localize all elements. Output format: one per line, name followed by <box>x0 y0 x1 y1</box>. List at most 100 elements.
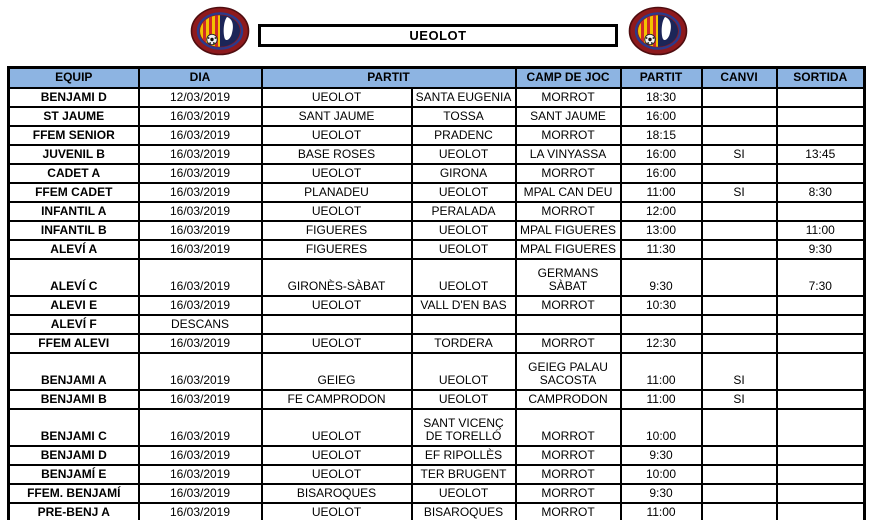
cell-equip[interactable]: BENJAMÍ E <box>7 463 140 485</box>
cell-equip[interactable]: ALEVI E <box>7 294 140 316</box>
cell-camp[interactable]: SANT JAUME <box>514 105 622 127</box>
cell-camp[interactable]: MORROT <box>514 200 622 222</box>
cell-canvi[interactable] <box>700 482 778 504</box>
cell-visitant[interactable]: VALL D'EN BAS <box>410 294 517 316</box>
cell-local[interactable]: GIRONÈS-SÀBAT <box>260 257 413 297</box>
col-header-partit[interactable]: PARTIT <box>260 66 517 89</box>
cell-canvi[interactable] <box>700 444 778 466</box>
cell-equip[interactable]: FFEM SENIOR <box>7 124 140 146</box>
cell-canvi[interactable]: SI <box>700 388 778 410</box>
cell-hora[interactable]: 10:00 <box>619 407 703 447</box>
cell-visitant[interactable]: TER BRUGENT <box>410 463 517 485</box>
cell-visitant[interactable]: UEOLOT <box>410 257 517 297</box>
cell-canvi[interactable] <box>700 105 778 127</box>
cell-camp[interactable]: MORROT <box>514 501 622 520</box>
cell-visitant[interactable]: UEOLOT <box>410 181 517 203</box>
cell-canvi[interactable] <box>700 313 778 335</box>
cell-hora[interactable]: 16:00 <box>619 143 703 165</box>
cell-dia[interactable]: 16/03/2019 <box>137 257 263 297</box>
cell-hora[interactable]: 11:00 <box>619 351 703 391</box>
cell-sortida[interactable] <box>775 332 866 354</box>
cell-visitant[interactable]: PERALADA <box>410 200 517 222</box>
cell-sortida[interactable]: 9:30 <box>775 238 866 260</box>
cell-sortida[interactable]: 11:00 <box>775 219 866 241</box>
cell-dia[interactable]: 16/03/2019 <box>137 294 263 316</box>
cell-visitant[interactable]: BISAROQUES <box>410 501 517 520</box>
col-header-equip[interactable]: EQUIP <box>7 66 140 89</box>
cell-sortida[interactable]: 7:30 <box>775 257 866 297</box>
cell-dia[interactable]: 16/03/2019 <box>137 407 263 447</box>
cell-visitant[interactable] <box>410 313 517 335</box>
cell-camp[interactable]: MORROT <box>514 86 622 108</box>
cell-camp[interactable]: GERMANS SÀBAT <box>514 257 622 297</box>
cell-hora[interactable]: 9:30 <box>619 482 703 504</box>
cell-local[interactable]: UEOLOT <box>260 86 413 108</box>
cell-sortida[interactable] <box>775 105 866 127</box>
cell-camp[interactable]: CAMPRODON <box>514 388 622 410</box>
cell-hora[interactable]: 9:30 <box>619 257 703 297</box>
cell-canvi[interactable] <box>700 162 778 184</box>
cell-hora[interactable]: 9:30 <box>619 444 703 466</box>
cell-canvi[interactable] <box>700 124 778 146</box>
cell-visitant[interactable]: UEOLOT <box>410 388 517 410</box>
col-header-sortida[interactable]: SORTIDA <box>775 66 866 89</box>
cell-equip[interactable]: FFEM CADET <box>7 181 140 203</box>
cell-dia[interactable]: 16/03/2019 <box>137 143 263 165</box>
col-header-partit-hora[interactable]: PARTIT <box>619 66 703 89</box>
cell-camp[interactable]: MPAL CAN DEU <box>514 181 622 203</box>
cell-camp[interactable]: MORROT <box>514 332 622 354</box>
cell-dia[interactable]: 16/03/2019 <box>137 351 263 391</box>
title-box[interactable]: UEOLOT <box>258 24 618 47</box>
cell-local[interactable]: UEOLOT <box>260 407 413 447</box>
cell-visitant[interactable]: EF RIPOLLÈS <box>410 444 517 466</box>
cell-hora[interactable]: 11:00 <box>619 181 703 203</box>
cell-canvi[interactable]: SI <box>700 143 778 165</box>
cell-visitant[interactable]: SANT VICENÇ DE TORELLÓ <box>410 407 517 447</box>
cell-visitant[interactable]: UEOLOT <box>410 238 517 260</box>
cell-canvi[interactable] <box>700 219 778 241</box>
cell-hora[interactable]: 12:00 <box>619 200 703 222</box>
cell-equip[interactable]: JUVENIL B <box>7 143 140 165</box>
cell-equip[interactable]: INFANTIL B <box>7 219 140 241</box>
cell-dia[interactable]: 12/03/2019 <box>137 86 263 108</box>
cell-dia[interactable]: 16/03/2019 <box>137 105 263 127</box>
cell-dia[interactable]: 16/03/2019 <box>137 219 263 241</box>
cell-canvi[interactable] <box>700 294 778 316</box>
cell-equip[interactable]: BENJAMI C <box>7 407 140 447</box>
cell-sortida[interactable]: 8:30 <box>775 181 866 203</box>
cell-sortida[interactable] <box>775 501 866 520</box>
cell-dia[interactable]: 16/03/2019 <box>137 181 263 203</box>
cell-local[interactable]: FE CAMPRODON <box>260 388 413 410</box>
cell-sortida[interactable] <box>775 86 866 108</box>
cell-local[interactable]: BISAROQUES <box>260 482 413 504</box>
cell-hora[interactable]: 18:30 <box>619 86 703 108</box>
cell-visitant[interactable]: GIRONA <box>410 162 517 184</box>
cell-dia[interactable]: DESCANS <box>137 313 263 335</box>
cell-hora[interactable]: 11:30 <box>619 238 703 260</box>
cell-visitant[interactable]: UEOLOT <box>410 351 517 391</box>
cell-equip[interactable]: CADET A <box>7 162 140 184</box>
cell-equip[interactable]: ST JAUME <box>7 105 140 127</box>
cell-local[interactable]: GEIEG <box>260 351 413 391</box>
cell-equip[interactable]: BENJAMI D <box>7 86 140 108</box>
cell-local[interactable]: SANT JAUME <box>260 105 413 127</box>
cell-equip[interactable]: INFANTIL A <box>7 200 140 222</box>
cell-canvi[interactable]: SI <box>700 351 778 391</box>
cell-visitant[interactable]: UEOLOT <box>410 482 517 504</box>
cell-canvi[interactable] <box>700 238 778 260</box>
col-header-camp-de-joc[interactable]: CAMP DE JOC <box>514 66 622 89</box>
cell-dia[interactable]: 16/03/2019 <box>137 238 263 260</box>
cell-local[interactable]: UEOLOT <box>260 463 413 485</box>
cell-canvi[interactable] <box>700 463 778 485</box>
col-header-canvi[interactable]: CANVI <box>700 66 778 89</box>
cell-dia[interactable]: 16/03/2019 <box>137 501 263 520</box>
cell-camp[interactable]: GEIEG PALAU SACOSTA <box>514 351 622 391</box>
cell-dia[interactable]: 16/03/2019 <box>137 463 263 485</box>
cell-equip[interactable]: PRE-BENJ A <box>7 501 140 520</box>
cell-canvi[interactable] <box>700 86 778 108</box>
cell-camp[interactable]: MORROT <box>514 124 622 146</box>
cell-local[interactable]: UEOLOT <box>260 200 413 222</box>
cell-local[interactable]: UEOLOT <box>260 124 413 146</box>
cell-local[interactable] <box>260 313 413 335</box>
cell-local[interactable]: BASE ROSES <box>260 143 413 165</box>
